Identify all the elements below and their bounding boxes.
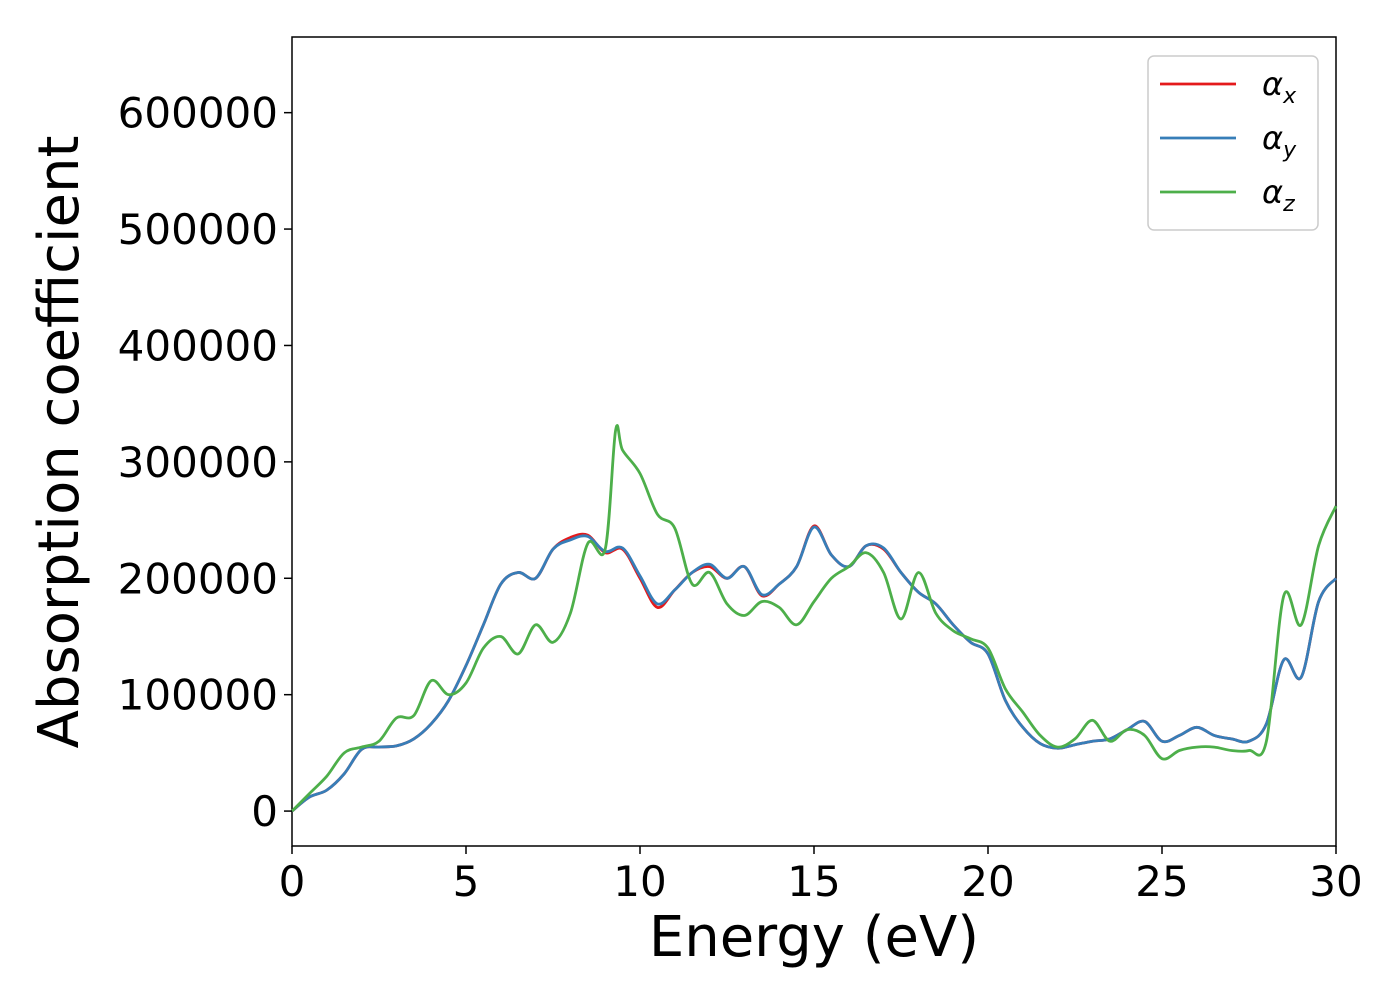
x-tick-label: 30: [1309, 857, 1362, 906]
series-group: [291, 424, 1338, 813]
y-tick-label: 200000: [118, 554, 278, 603]
x-tick-label: 25: [1135, 857, 1188, 906]
legend-label-x: αx: [1262, 65, 1297, 109]
x-axis-ticks: 0 5 10 15 20 25 30: [279, 846, 1363, 906]
y-tick-label: 400000: [118, 321, 278, 370]
x-tick-label: 5: [453, 857, 480, 906]
legend: αx αy αz: [1147, 55, 1319, 231]
legend-label-y: αy: [1262, 119, 1297, 163]
x-axis-label: Energy (eV): [649, 905, 979, 970]
x-tick-label: 0: [279, 857, 306, 906]
legend-label-z: αz: [1262, 173, 1295, 217]
y-tick-label: 300000: [118, 438, 278, 487]
y-axis-ticks: 0 100000 200000 300000 400000 500000 600000: [118, 89, 292, 836]
y-axis-label: Absorption coefficient: [27, 136, 92, 749]
x-tick-label: 15: [787, 857, 840, 906]
x-tick-label: 10: [613, 857, 666, 906]
legend-box: [1147, 55, 1319, 231]
y-tick-label: 500000: [118, 205, 278, 254]
series-line-y: [291, 525, 1338, 813]
y-tick-label: 100000: [118, 671, 278, 720]
y-tick-label: 0: [251, 787, 278, 836]
x-tick-label: 20: [961, 857, 1014, 906]
y-tick-label: 600000: [118, 89, 278, 138]
series-line-z: [291, 424, 1338, 813]
